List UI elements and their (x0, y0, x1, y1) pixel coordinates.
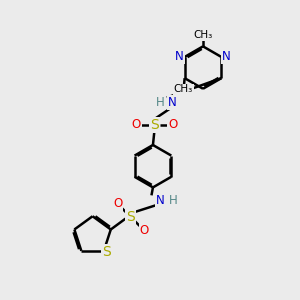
Text: S: S (150, 118, 159, 132)
Text: N: N (175, 50, 184, 64)
Text: N: N (156, 194, 165, 207)
Text: O: O (113, 197, 122, 210)
Text: H: H (156, 96, 165, 110)
Text: H: H (169, 194, 177, 207)
Text: O: O (131, 118, 141, 131)
Text: O: O (168, 118, 177, 131)
Text: N: N (222, 50, 231, 64)
Text: O: O (140, 224, 149, 237)
Text: N: N (168, 96, 177, 110)
Text: S: S (102, 245, 111, 259)
Text: CH₃: CH₃ (194, 30, 213, 40)
Text: CH₃: CH₃ (173, 84, 193, 94)
Text: S: S (127, 210, 135, 224)
